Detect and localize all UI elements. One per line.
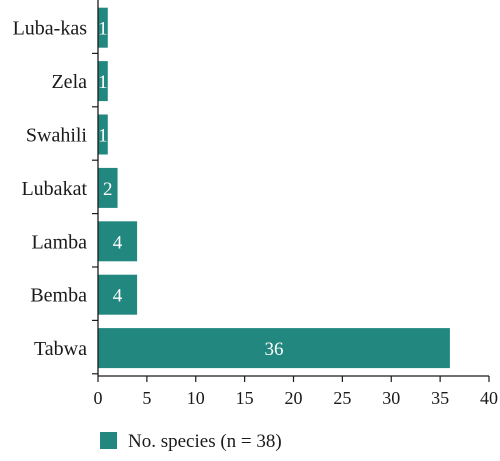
x-tick-label-20: 20 (285, 388, 303, 408)
bar-zela (98, 61, 108, 102)
bar-value-label-bemba: 4 (113, 286, 123, 307)
bar-value-label-swahili: 1 (98, 126, 108, 147)
x-tick-label-15: 15 (236, 388, 254, 408)
bar-value-label-lamba: 4 (113, 232, 123, 253)
bar-value-label-tabwa: 36 (264, 339, 283, 360)
category-label-swahili: Swahili (26, 125, 88, 147)
category-labels: Luba-kas Zela Swahili Lubakat Lamba Bemba Tabw… (13, 18, 88, 360)
bar-swahili (98, 114, 108, 155)
category-label-zela: Zela (51, 71, 87, 93)
bar-luba-kas (98, 7, 108, 48)
x-tick-label-40: 40 (480, 388, 498, 408)
category-label-lubakat: Lubakat (21, 178, 87, 200)
bar-lamba (98, 221, 138, 262)
x-tick-label-30: 30 (382, 388, 400, 408)
legend-swatch (100, 432, 117, 449)
x-tick-label-5: 5 (142, 388, 151, 408)
bar-tabwa (98, 328, 450, 369)
legend-label: No. species (n = 38) (128, 431, 282, 452)
x-tick-label-35: 35 (431, 388, 449, 408)
category-label-tabwa: Tabwa (34, 338, 87, 360)
category-label-luba-kas: Luba-kas (13, 18, 88, 40)
bar-value-label-zela: 1 (98, 72, 108, 93)
category-label-lamba: Lamba (31, 231, 87, 253)
bar-bemba (98, 274, 138, 315)
bar-lubakat (98, 167, 118, 208)
x-tick-label-0: 0 (94, 388, 103, 408)
legend: No. species (n = 38) (100, 431, 282, 452)
bar-value-label-lubakat: 2 (103, 179, 113, 200)
x-tick-label-10: 10 (187, 388, 205, 408)
x-axis: 0 5 10 15 20 25 30 35 40 (92, 0, 498, 408)
bars-group: 1 1 1 2 4 4 36 (98, 7, 450, 369)
bar-value-label-luba-kas: 1 (98, 19, 108, 40)
category-label-bemba: Bemba (30, 285, 87, 307)
x-tick-label-25: 25 (333, 388, 351, 408)
